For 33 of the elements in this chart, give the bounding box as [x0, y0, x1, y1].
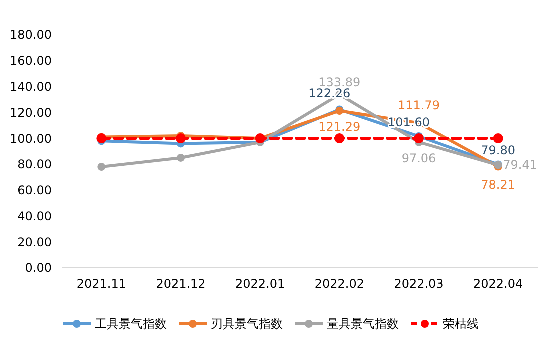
y-tick-label: 160.00: [10, 54, 52, 68]
legend-label: 量具景气指数: [327, 317, 399, 332]
y-tick-label: 180.00: [10, 28, 52, 42]
y-tick-label: 60.00: [18, 184, 52, 198]
point: [334, 134, 345, 144]
y-tick-label: 20.00: [18, 235, 52, 250]
data-label: 78.21: [481, 178, 516, 192]
y-tick-label: 100.00: [10, 132, 52, 146]
legend-label: 荣枯线: [443, 317, 479, 332]
point: [98, 163, 106, 172]
x-tick-label: 2021.11: [76, 277, 126, 291]
y-tick-label: 0.00: [25, 261, 52, 276]
data-label: 79.80: [481, 144, 516, 158]
point: [176, 134, 186, 144]
x-tick-label: 2022.01: [236, 277, 286, 291]
x-tick-label: 2022.04: [474, 277, 524, 291]
data-label: 111.79: [398, 98, 440, 112]
point: [96, 134, 107, 144]
y-tick-label: 140.00: [10, 80, 52, 94]
point: [414, 134, 424, 144]
x-tick-label: 2022.02: [314, 277, 364, 291]
legend-label: 刃具景气指数: [211, 317, 283, 332]
point: [493, 134, 504, 144]
data-label: 121.29: [318, 120, 361, 134]
y-tick-label: 80.00: [18, 158, 52, 172]
data-label: 79.41: [503, 158, 538, 172]
x-tick-label: 2022.03: [394, 277, 444, 291]
data-label: 97.06: [402, 151, 436, 166]
y-tick-label: 120.00: [10, 106, 52, 120]
legend-label: 工具景气指数: [95, 317, 167, 332]
x-tick-label: 2021.12: [156, 277, 206, 291]
point: [177, 154, 185, 162]
y-tick-label: 40.00: [18, 209, 52, 224]
